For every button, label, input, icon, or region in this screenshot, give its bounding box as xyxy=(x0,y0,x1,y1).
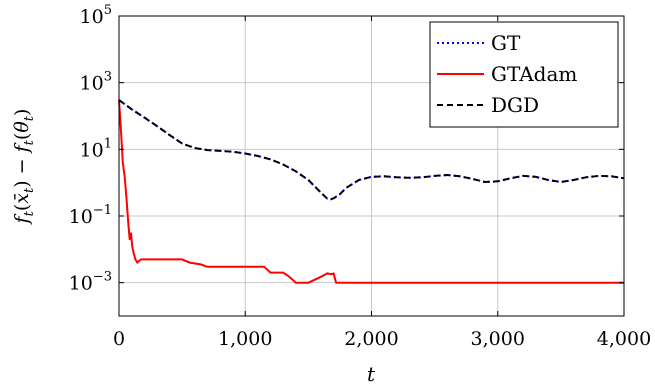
y-tick-label: 105 xyxy=(80,3,112,28)
legend: GT GTAdam DGD xyxy=(429,21,619,128)
x-tick-label: 2,000 xyxy=(344,328,398,350)
x-tick-label: 3,000 xyxy=(471,328,525,350)
legend-label-gtadam: GTAdam xyxy=(491,62,577,86)
y-ticks: 10−3 10−1 101 103 105 xyxy=(69,3,624,295)
y-axis-label: ft(x̄t) − ft(θt) xyxy=(11,109,37,226)
x-axis-label: t xyxy=(367,362,376,385)
legend-label-gt: GT xyxy=(491,31,521,55)
x-tick-label: 0 xyxy=(113,328,125,350)
legend-label-dgd: DGD xyxy=(491,93,539,117)
y-tick-label: 10−1 xyxy=(69,203,112,228)
series-line-dgd xyxy=(118,99,625,201)
x-tick-label: 4,000 xyxy=(597,328,651,350)
y-tick-label: 101 xyxy=(80,136,112,161)
x-tick-label: 1,000 xyxy=(218,328,272,350)
series-lines xyxy=(118,99,625,284)
series-line-gtadam xyxy=(118,100,624,284)
y-tick-label: 10−3 xyxy=(69,270,112,295)
x-ticks: 0 1,000 2,000 3,000 4,000 xyxy=(113,16,651,350)
y-tick-label: 103 xyxy=(80,70,112,95)
